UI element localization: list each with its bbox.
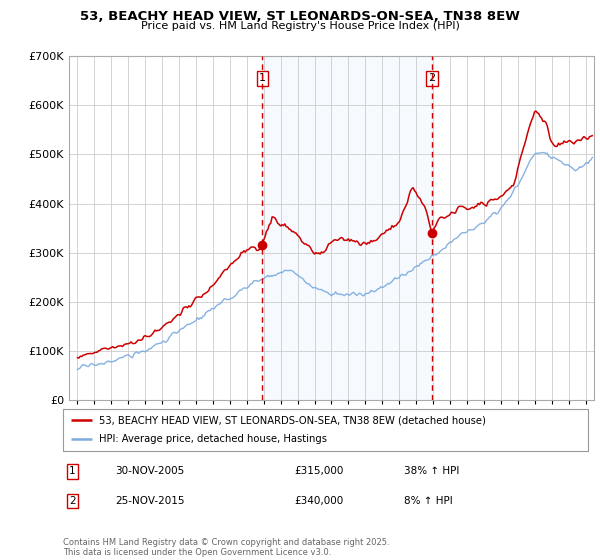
Bar xyxy=(262,56,432,400)
Text: £315,000: £315,000 xyxy=(294,466,343,477)
Text: 53, BEACHY HEAD VIEW, ST LEONARDS-ON-SEA, TN38 8EW: 53, BEACHY HEAD VIEW, ST LEONARDS-ON-SEA… xyxy=(80,10,520,23)
Text: HPI: Average price, detached house, Hastings: HPI: Average price, detached house, Hast… xyxy=(98,435,326,445)
Text: 8% ↑ HPI: 8% ↑ HPI xyxy=(404,496,453,506)
Text: Contains HM Land Registry data © Crown copyright and database right 2025.
This d: Contains HM Land Registry data © Crown c… xyxy=(63,538,389,557)
Text: £340,000: £340,000 xyxy=(294,496,343,506)
Text: 2: 2 xyxy=(428,73,436,83)
Text: 38% ↑ HPI: 38% ↑ HPI xyxy=(404,466,460,477)
Text: Price paid vs. HM Land Registry's House Price Index (HPI): Price paid vs. HM Land Registry's House … xyxy=(140,21,460,31)
Text: 2: 2 xyxy=(69,496,76,506)
Text: 53, BEACHY HEAD VIEW, ST LEONARDS-ON-SEA, TN38 8EW (detached house): 53, BEACHY HEAD VIEW, ST LEONARDS-ON-SEA… xyxy=(98,415,485,425)
Text: 1: 1 xyxy=(259,73,266,83)
Text: 30-NOV-2005: 30-NOV-2005 xyxy=(115,466,185,477)
FancyBboxPatch shape xyxy=(63,409,588,451)
Text: 25-NOV-2015: 25-NOV-2015 xyxy=(115,496,185,506)
Text: 1: 1 xyxy=(69,466,76,477)
